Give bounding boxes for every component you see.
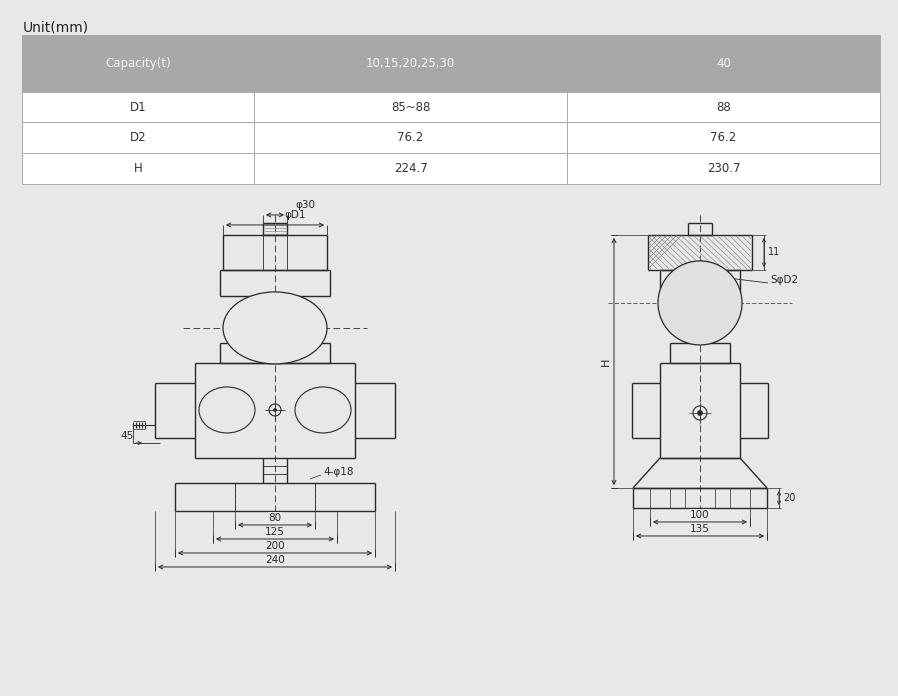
- Text: 76.2: 76.2: [398, 131, 424, 144]
- Bar: [567, 153, 880, 184]
- Bar: [254, 153, 567, 184]
- Circle shape: [274, 409, 277, 411]
- Text: 125: 125: [265, 527, 285, 537]
- Bar: [22, 122, 254, 153]
- Text: H: H: [134, 162, 143, 175]
- Text: 88: 88: [716, 100, 731, 113]
- Text: SφD2: SφD2: [770, 275, 798, 285]
- Text: 4-φ18: 4-φ18: [323, 467, 354, 477]
- Ellipse shape: [223, 292, 327, 364]
- Bar: [254, 35, 567, 92]
- Text: 224.7: 224.7: [393, 162, 427, 175]
- Bar: [254, 92, 567, 122]
- Text: 10,15,20,25,30: 10,15,20,25,30: [365, 57, 455, 70]
- Bar: [22, 92, 254, 122]
- Text: 11: 11: [768, 248, 780, 258]
- Circle shape: [658, 261, 742, 345]
- Ellipse shape: [295, 387, 351, 433]
- Text: 80: 80: [269, 513, 282, 523]
- Text: 230.7: 230.7: [707, 162, 740, 175]
- Text: D2: D2: [130, 131, 146, 144]
- Bar: [567, 35, 880, 92]
- Text: φD1: φD1: [285, 210, 305, 220]
- Text: 200: 200: [265, 541, 285, 551]
- Text: Unit(mm): Unit(mm): [22, 21, 89, 35]
- Ellipse shape: [199, 387, 255, 433]
- Text: 76.2: 76.2: [710, 131, 736, 144]
- Text: 20: 20: [783, 493, 796, 503]
- Bar: [567, 122, 880, 153]
- Text: 100: 100: [691, 510, 709, 520]
- Text: H: H: [601, 357, 611, 365]
- Bar: [22, 35, 254, 92]
- Text: 85~88: 85~88: [391, 100, 430, 113]
- Text: 135: 135: [690, 524, 710, 534]
- Text: 240: 240: [265, 555, 285, 565]
- Text: 45: 45: [120, 431, 134, 441]
- Text: 40: 40: [716, 57, 731, 70]
- Bar: [567, 92, 880, 122]
- Bar: [254, 122, 567, 153]
- Text: Capacity(t): Capacity(t): [105, 57, 172, 70]
- Circle shape: [698, 411, 702, 416]
- Text: φ30: φ30: [295, 200, 315, 210]
- Bar: [22, 153, 254, 184]
- Text: D1: D1: [130, 100, 146, 113]
